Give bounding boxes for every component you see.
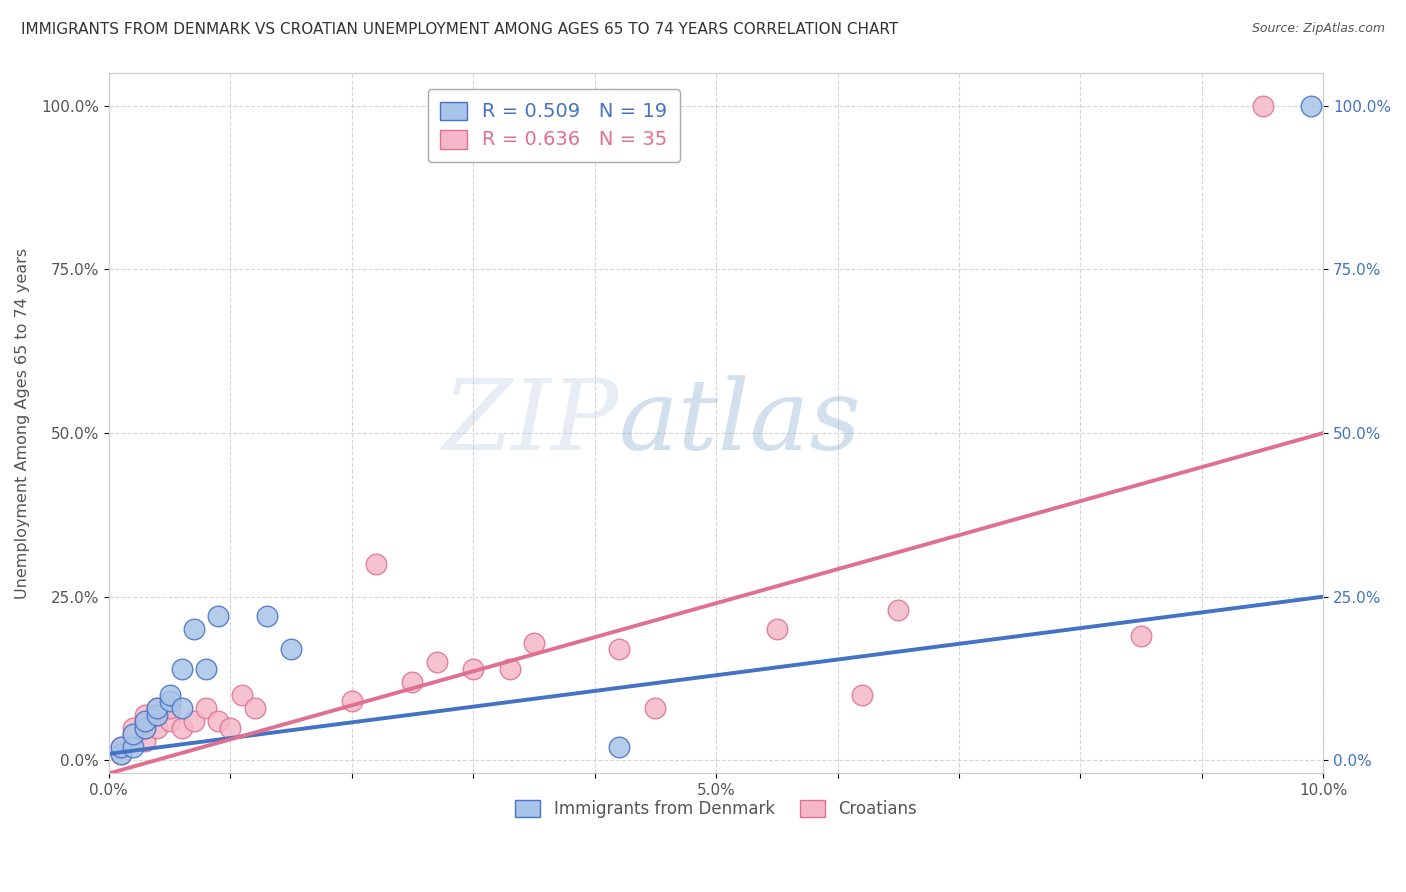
Legend: Immigrants from Denmark, Croatians: Immigrants from Denmark, Croatians bbox=[509, 793, 924, 824]
Point bbox=[231, 688, 253, 702]
Text: atlas: atlas bbox=[619, 376, 862, 471]
Point bbox=[110, 740, 132, 755]
Point bbox=[401, 674, 423, 689]
Point bbox=[170, 721, 193, 735]
Point bbox=[146, 701, 169, 715]
Point bbox=[183, 623, 205, 637]
Point bbox=[243, 701, 266, 715]
Point bbox=[170, 662, 193, 676]
Point bbox=[146, 707, 169, 722]
Point bbox=[1301, 99, 1323, 113]
Point bbox=[195, 701, 218, 715]
Point bbox=[122, 721, 145, 735]
Point bbox=[887, 603, 910, 617]
Point bbox=[523, 635, 546, 649]
Text: ZIP: ZIP bbox=[443, 376, 619, 471]
Point bbox=[463, 662, 485, 676]
Point bbox=[134, 721, 156, 735]
Point bbox=[280, 642, 302, 657]
Point bbox=[207, 609, 229, 624]
Point bbox=[146, 707, 169, 722]
Point bbox=[256, 609, 278, 624]
Point bbox=[183, 714, 205, 728]
Point bbox=[134, 714, 156, 728]
Point bbox=[1251, 99, 1274, 113]
Point bbox=[159, 688, 181, 702]
Point bbox=[159, 701, 181, 715]
Text: Source: ZipAtlas.com: Source: ZipAtlas.com bbox=[1251, 22, 1385, 36]
Point bbox=[134, 707, 156, 722]
Point bbox=[644, 701, 666, 715]
Y-axis label: Unemployment Among Ages 65 to 74 years: Unemployment Among Ages 65 to 74 years bbox=[15, 248, 30, 599]
Point bbox=[426, 655, 449, 669]
Point bbox=[207, 714, 229, 728]
Point bbox=[122, 740, 145, 755]
Point bbox=[851, 688, 873, 702]
Point bbox=[498, 662, 520, 676]
Point bbox=[170, 701, 193, 715]
Point bbox=[607, 740, 630, 755]
Point bbox=[340, 694, 363, 708]
Point bbox=[219, 721, 242, 735]
Point bbox=[364, 557, 387, 571]
Point bbox=[195, 662, 218, 676]
Point bbox=[134, 714, 156, 728]
Point bbox=[146, 701, 169, 715]
Point bbox=[110, 747, 132, 761]
Point bbox=[159, 714, 181, 728]
Point bbox=[134, 721, 156, 735]
Point bbox=[122, 727, 145, 741]
Point bbox=[159, 694, 181, 708]
Point bbox=[607, 642, 630, 657]
Point bbox=[146, 721, 169, 735]
Point bbox=[134, 733, 156, 747]
Point bbox=[765, 623, 787, 637]
Text: IMMIGRANTS FROM DENMARK VS CROATIAN UNEMPLOYMENT AMONG AGES 65 TO 74 YEARS CORRE: IMMIGRANTS FROM DENMARK VS CROATIAN UNEM… bbox=[21, 22, 898, 37]
Point bbox=[1130, 629, 1153, 643]
Point bbox=[110, 747, 132, 761]
Point bbox=[122, 733, 145, 747]
Point bbox=[110, 740, 132, 755]
Point bbox=[122, 727, 145, 741]
